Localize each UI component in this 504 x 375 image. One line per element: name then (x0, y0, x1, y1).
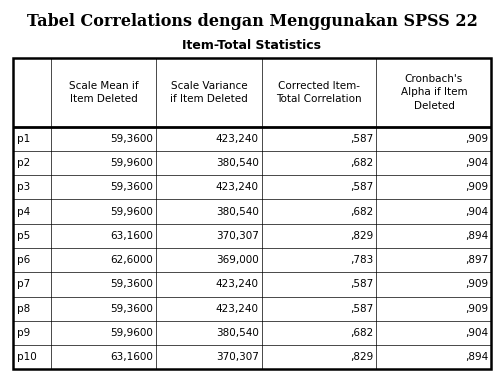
Text: ,587: ,587 (350, 304, 373, 313)
Text: 62,6000: 62,6000 (110, 255, 153, 265)
Text: 370,307: 370,307 (216, 352, 259, 362)
Text: 423,240: 423,240 (216, 304, 259, 313)
Text: 369,000: 369,000 (216, 255, 259, 265)
Text: ,682: ,682 (350, 207, 373, 217)
Text: 63,1600: 63,1600 (110, 231, 153, 241)
Text: 59,3600: 59,3600 (110, 134, 153, 144)
Text: p6: p6 (17, 255, 30, 265)
Text: ,682: ,682 (350, 158, 373, 168)
Text: ,904: ,904 (465, 207, 488, 217)
Text: 59,3600: 59,3600 (110, 279, 153, 290)
Text: Corrected Item-
Total Correlation: Corrected Item- Total Correlation (276, 81, 362, 104)
Text: ,904: ,904 (465, 158, 488, 168)
Text: 59,3600: 59,3600 (110, 182, 153, 192)
Text: ,587: ,587 (350, 279, 373, 290)
Text: ,829: ,829 (350, 231, 373, 241)
Text: p2: p2 (17, 158, 30, 168)
Text: 370,307: 370,307 (216, 231, 259, 241)
Text: ,587: ,587 (350, 182, 373, 192)
Text: p1: p1 (17, 134, 30, 144)
Text: 59,9600: 59,9600 (110, 207, 153, 217)
Text: 59,9600: 59,9600 (110, 328, 153, 338)
Text: Cronbach's
Alpha if Item
Deleted: Cronbach's Alpha if Item Deleted (401, 74, 467, 111)
Text: ,682: ,682 (350, 328, 373, 338)
Text: Item-Total Statistics: Item-Total Statistics (182, 39, 322, 53)
Text: ,897: ,897 (465, 255, 488, 265)
Text: ,909: ,909 (465, 182, 488, 192)
Bar (13, 58, 491, 369)
Text: 380,540: 380,540 (216, 328, 259, 338)
Text: 423,240: 423,240 (216, 279, 259, 290)
Text: p4: p4 (17, 207, 30, 217)
Text: ,909: ,909 (465, 279, 488, 290)
Text: p10: p10 (17, 352, 36, 362)
Text: ,909: ,909 (465, 134, 488, 144)
Text: p7: p7 (17, 279, 30, 290)
Text: 380,540: 380,540 (216, 207, 259, 217)
Text: 423,240: 423,240 (216, 182, 259, 192)
Text: Scale Variance
if Item Deleted: Scale Variance if Item Deleted (170, 81, 248, 104)
Text: 423,240: 423,240 (216, 134, 259, 144)
Text: ,909: ,909 (465, 304, 488, 313)
Text: p8: p8 (17, 304, 30, 313)
Text: Scale Mean if
Item Deleted: Scale Mean if Item Deleted (69, 81, 139, 104)
Text: ,587: ,587 (350, 134, 373, 144)
Text: p5: p5 (17, 231, 30, 241)
Text: 63,1600: 63,1600 (110, 352, 153, 362)
Text: ,904: ,904 (465, 328, 488, 338)
Text: Tabel Correlations dengan Menggunakan SPSS 22: Tabel Correlations dengan Menggunakan SP… (27, 13, 477, 30)
Text: ,894: ,894 (465, 352, 488, 362)
Text: ,829: ,829 (350, 352, 373, 362)
Text: p9: p9 (17, 328, 30, 338)
Text: ,783: ,783 (350, 255, 373, 265)
Text: 59,3600: 59,3600 (110, 304, 153, 313)
Text: ,894: ,894 (465, 231, 488, 241)
Text: 59,9600: 59,9600 (110, 158, 153, 168)
Text: 380,540: 380,540 (216, 158, 259, 168)
Text: p3: p3 (17, 182, 30, 192)
